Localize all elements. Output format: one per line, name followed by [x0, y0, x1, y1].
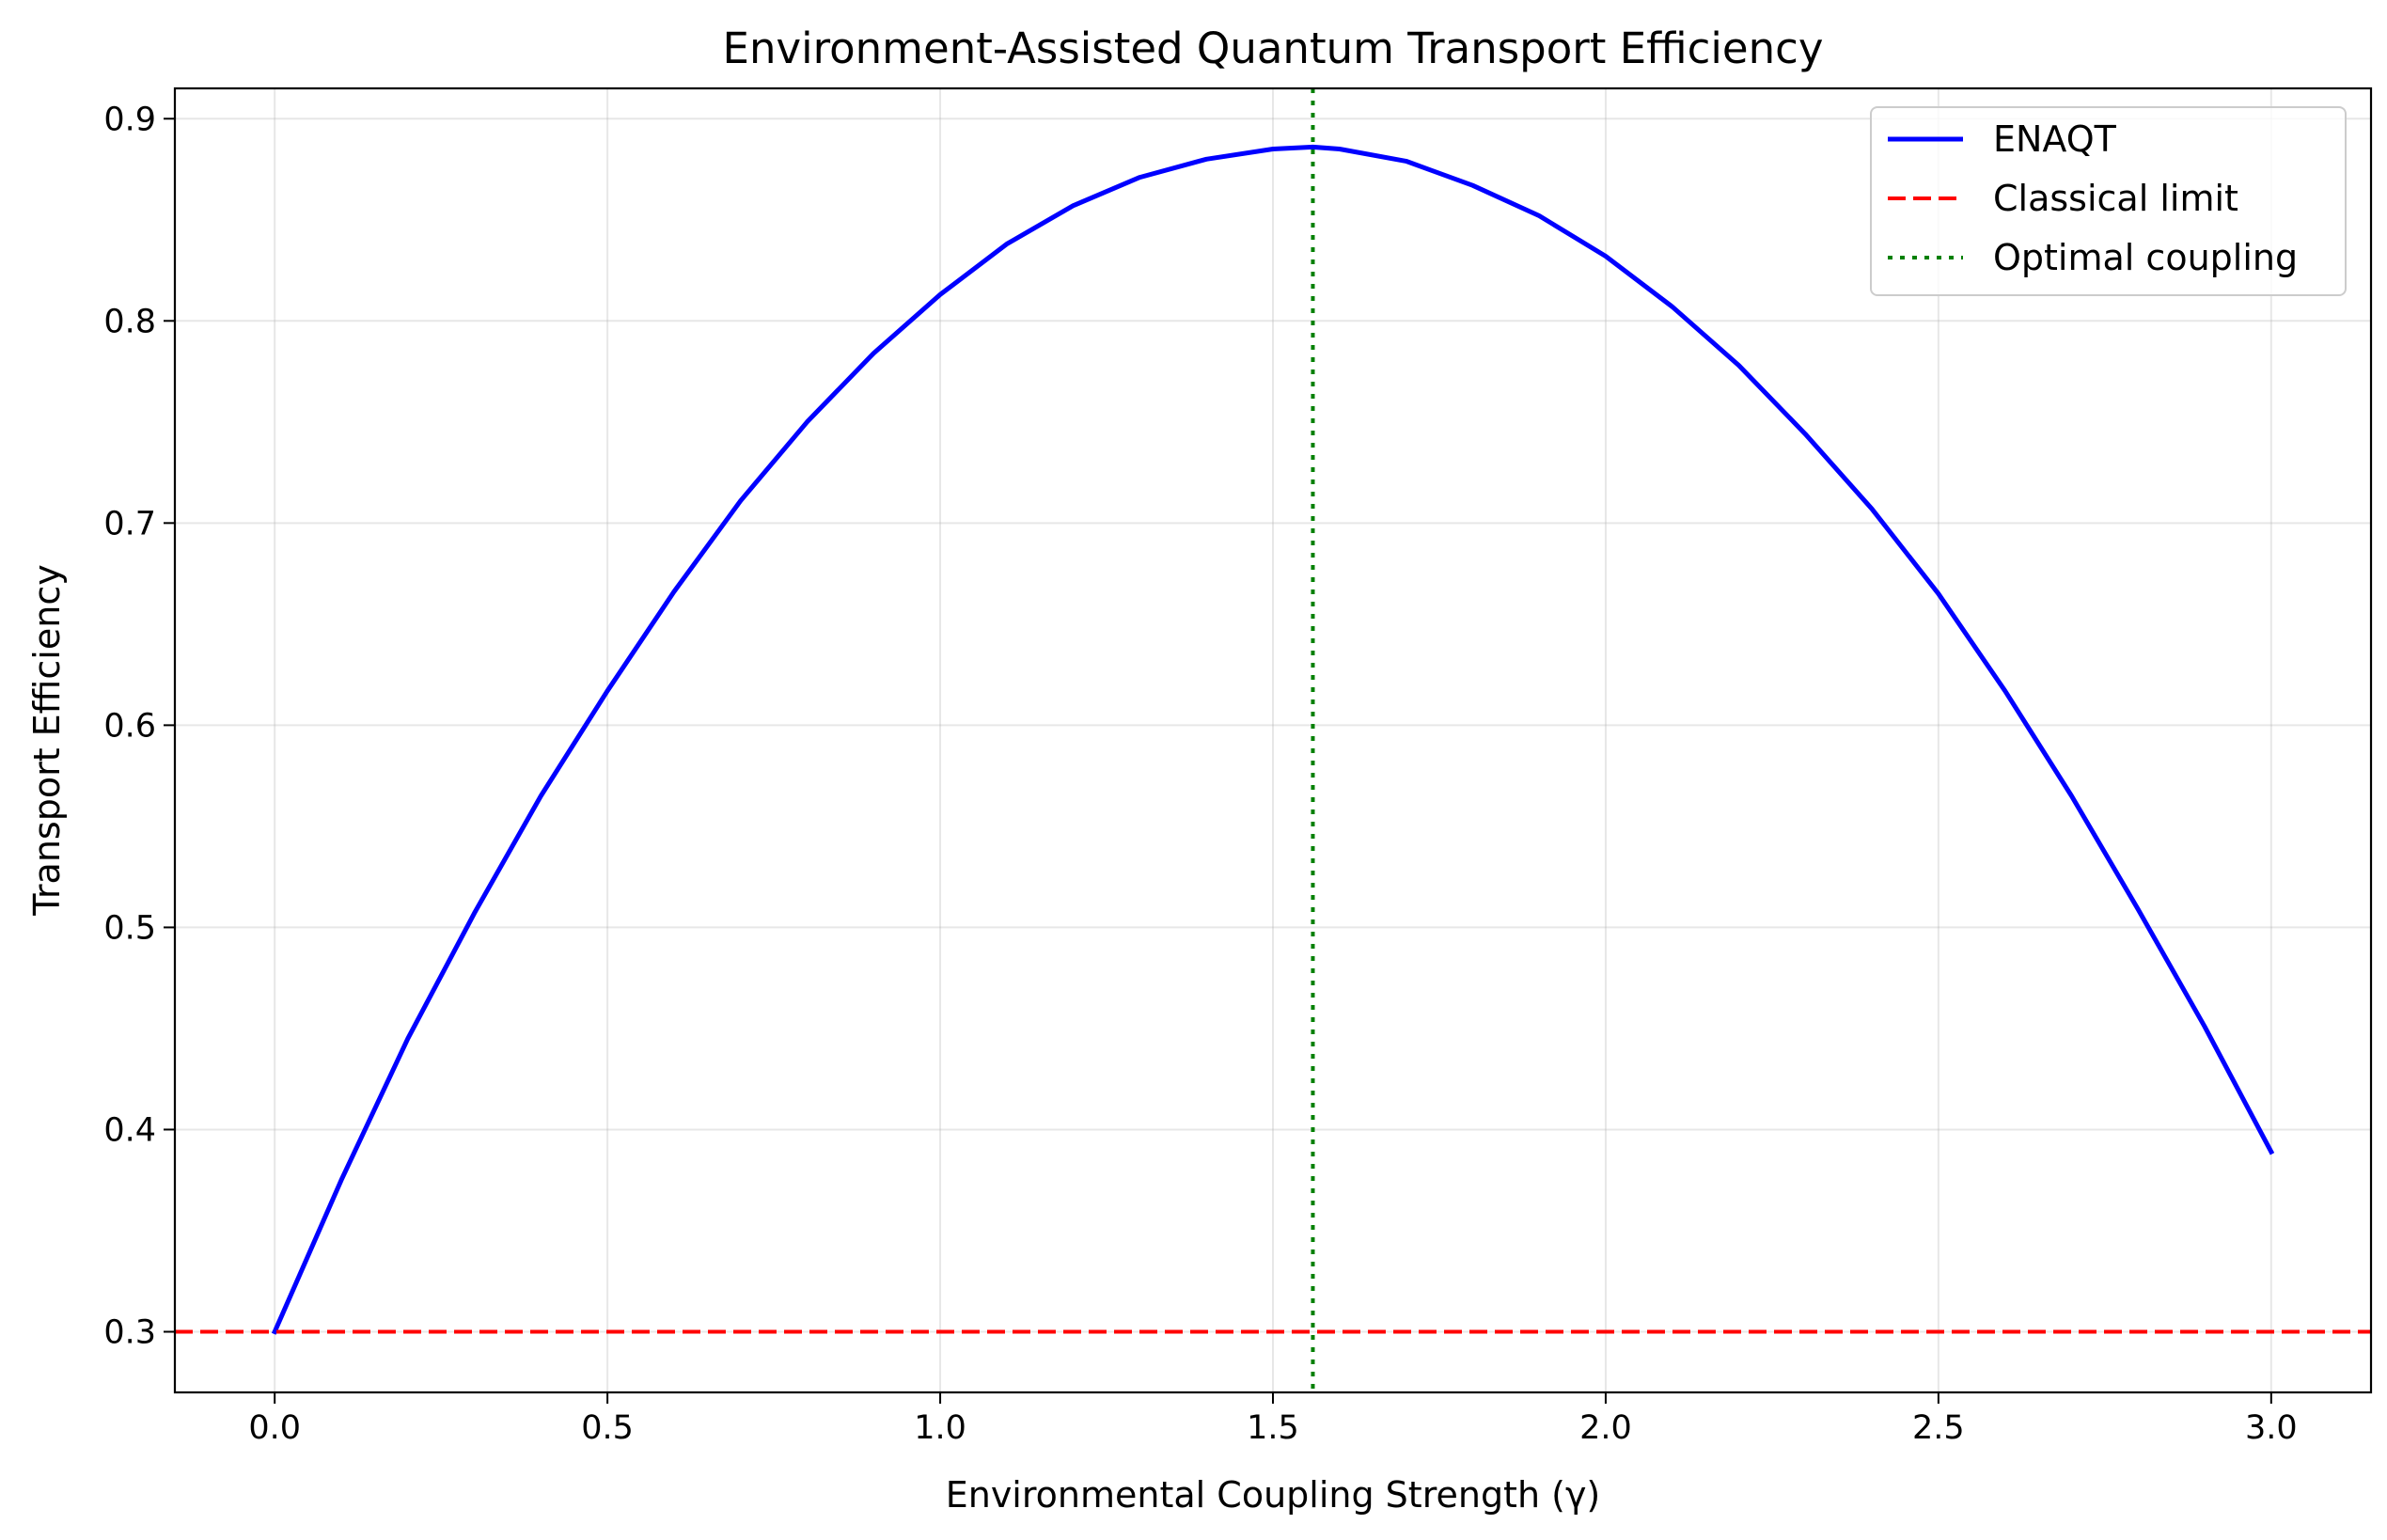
legend-box [1870, 106, 2347, 296]
y-tick-label: 0.8 [103, 303, 156, 340]
y-tick-label: 0.5 [103, 909, 156, 947]
x-tick-label: 1.5 [1247, 1409, 1299, 1447]
y-tick-label: 0.6 [103, 707, 156, 745]
x-tick-label: 2.5 [1912, 1409, 1965, 1447]
y-tick-label: 0.3 [103, 1313, 156, 1351]
x-tick-label: 0.5 [581, 1409, 634, 1447]
x-axis-label: Environmental Coupling Strength (γ) [946, 1474, 1601, 1516]
x-tick-label: 1.0 [914, 1409, 966, 1447]
legend-label-optimal-coupling: Optimal coupling [1993, 237, 2298, 278]
y-tick-label: 0.9 [103, 101, 156, 138]
y-tick-label: 0.4 [103, 1111, 156, 1149]
y-axis: 0.3 0.4 0.5 0.6 0.7 0.8 0.9 [103, 101, 175, 1351]
chart-title: Environment-Assisted Quantum Transport E… [723, 24, 1824, 73]
legend-label-classical-limit: Classical limit [1993, 178, 2238, 219]
series-line-enaqt [271, 144, 2275, 1335]
x-tick-label: 0.0 [248, 1409, 301, 1447]
y-axis-label: Transport Efficiency [26, 564, 68, 916]
legend-label-enaqt: ENAQT [1993, 118, 2117, 160]
series-layer [175, 88, 2371, 1392]
x-tick-label: 2.0 [1579, 1409, 1632, 1447]
x-tick-label: 3.0 [2245, 1409, 2298, 1447]
legend: ENAQT Classical limit Optimal coupling [1870, 106, 2347, 296]
x-axis: 0.0 0.5 1.0 1.5 2.0 2.5 3.0 [248, 1392, 2298, 1447]
y-tick-label: 0.7 [103, 505, 156, 542]
